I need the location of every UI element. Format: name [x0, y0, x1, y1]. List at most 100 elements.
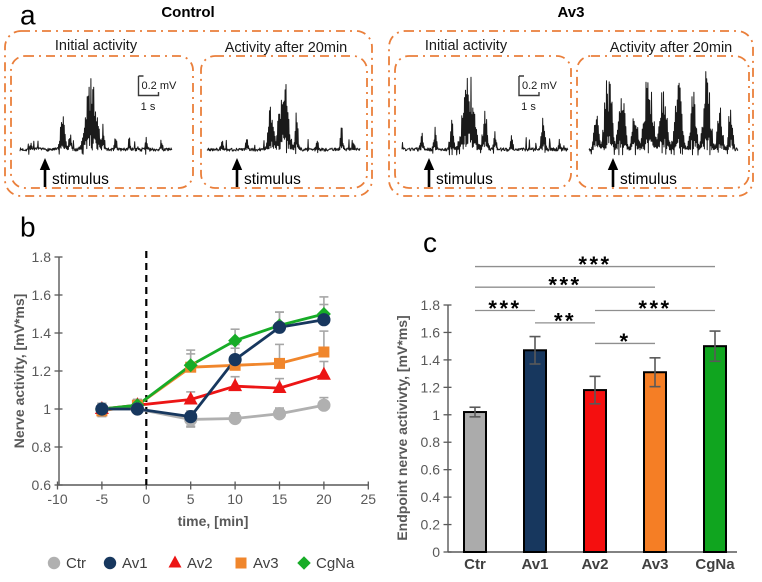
y-tick-label-1.6: 1.6 [32, 287, 52, 303]
group-title-control: Control [161, 4, 214, 21]
x-tick-label-0: 0 [142, 491, 150, 507]
panel-b-line-chart: b -10 -5 0 5 10 15 20 25 0.6 0.8 1 1.2 1.4 1.6 1.8 tim… [11, 212, 376, 573]
nerve-traces [19, 71, 739, 156]
subpanel-label-control-after: Activity after 20min [225, 40, 348, 56]
marker-Av3-20 [318, 346, 330, 358]
scalebar-av3: 0.2 mV 1 s [518, 75, 558, 113]
y-tick-label-1.6: 1.6 [421, 324, 441, 340]
legend-marker-Ctr [47, 556, 61, 570]
bar-Av2 [583, 389, 607, 554]
stimulus-control-after: stimulus [231, 158, 301, 188]
y-tick-label-0.8: 0.8 [421, 434, 441, 450]
x-tick-label-10: 10 [227, 491, 243, 507]
sig-bracket-stars-0: *** [578, 252, 611, 277]
marker-Av1--1 [130, 402, 145, 416]
av3-group-box [388, 30, 754, 197]
scalebar-av3-vlabel: 0.2 mV [522, 80, 558, 92]
marker-Av1-5 [184, 410, 198, 424]
stimulus-control-initial: stimulus [39, 158, 109, 188]
stimulus-label: stimulus [436, 171, 493, 188]
sig-bracket-stars-2: *** [488, 296, 521, 321]
sig-bracket-stars-3: *** [638, 296, 671, 321]
y-tick-label-1: 1 [432, 407, 440, 423]
scalebar-control-hlabel: 1 s [141, 101, 156, 113]
scalebar-av3-lines [518, 75, 540, 97]
panel-c-letter: c [423, 227, 437, 258]
sig-bracket-stars-4: ** [554, 308, 576, 333]
sig-bracket-stars-1: *** [548, 273, 581, 298]
scalebar-control-vlabel: 0.2 mV [142, 80, 178, 92]
x-tick-label-15: 15 [272, 491, 288, 507]
panel-b-plot: -10 -5 0 5 10 15 20 25 0.6 0.8 1 1.2 1.4 1.6 1.8 [32, 249, 377, 507]
y-tick-label-0.6: 0.6 [32, 477, 52, 493]
y-tick-label-1: 1 [43, 401, 51, 417]
panel-b-x-axis-title: time, [min] [178, 513, 249, 529]
marker-Av1--5 [95, 402, 109, 416]
category-label-Av1: Av1 [522, 556, 549, 573]
legend-item-Av1: Av1 [103, 555, 148, 572]
y-tick-label-0: 0 [432, 544, 440, 560]
stimulus-arrow-head [39, 158, 51, 170]
y-tick-label-0.8: 0.8 [32, 439, 52, 455]
x-tick-label-25: 25 [361, 491, 377, 507]
stimulus-arrow-head [423, 158, 435, 170]
marker-Av2-10 [228, 378, 243, 392]
x-tick-label-5: 5 [187, 491, 195, 507]
stimulus-arrow-head [607, 158, 619, 170]
subpanel-label-av3-after: Activity after 20min [610, 40, 733, 56]
y-tick-label-0.6: 0.6 [421, 462, 441, 478]
x-tick-label--5: -5 [96, 491, 109, 507]
panel-b-legend: Ctr Av1 Av2 Av3 CgNa [47, 555, 355, 572]
panel-c-plot: 0 0.2 0.4 0.6 0.8 1 1.2 1.4 1.6 1.8 Ctr Av1 Av2 Av3 Cg… [421, 252, 737, 573]
legend-label-Av1: Av1 [122, 555, 148, 572]
legend-item-CgNa: CgNa [297, 555, 355, 572]
nerve-trace-0 [19, 78, 173, 155]
bar-Av1 [523, 349, 547, 553]
y-tick-label-1.2: 1.2 [421, 379, 441, 395]
panel-c-bar-chart: c 0 0.2 0.4 0.6 0.8 1 1.2 1.4 1.6 1.8 Ctr Av1 Av2 Av3… [394, 227, 737, 573]
group-title-av3: Av3 [558, 4, 585, 21]
marker-Ctr-10 [228, 411, 242, 426]
legend-marker-Av1 [103, 556, 117, 570]
legend-marker-Av3 [235, 557, 247, 569]
nerve-trace-1 [206, 84, 361, 155]
legend-item-Ctr: Ctr [47, 555, 86, 572]
trace-box-control-initial [10, 55, 194, 189]
scalebar-control-lines [137, 75, 160, 97]
trace-box-control-after [200, 55, 368, 189]
bar-Av3 [643, 371, 667, 553]
stimulus-av3-initial: stimulus [423, 158, 493, 188]
y-tick-label-0.2: 0.2 [421, 517, 441, 533]
category-label-Av2: Av2 [582, 556, 609, 573]
legend-label-Av2: Av2 [187, 555, 213, 572]
marker-CgNa-10 [228, 333, 243, 348]
marker-Av3-15 [274, 357, 285, 369]
stimulus-arrow-head [231, 158, 243, 170]
legend-label-CgNa: CgNa [316, 555, 355, 572]
trace-box-av3-after [576, 55, 750, 189]
panel-b-letter: b [20, 212, 36, 243]
sig-bracket-stars-5: * [619, 329, 630, 354]
x-tick-label--10: -10 [47, 491, 67, 507]
legend-item-Av2: Av2 [168, 555, 213, 572]
y-tick-label-1.4: 1.4 [32, 325, 52, 341]
subpanel-label-av3-initial: Initial activity [425, 38, 508, 54]
bar-CgNa [703, 345, 727, 554]
bar-Ctr [463, 411, 487, 554]
stimulus-label: stimulus [52, 171, 109, 188]
marker-Ctr-20 [317, 398, 331, 412]
scalebar-control: 0.2 mV 1 s [137, 75, 178, 113]
legend-label-Av3: Av3 [253, 555, 279, 572]
legend-item-Av3: Av3 [235, 555, 279, 572]
category-label-CgNa: CgNa [695, 556, 735, 573]
marker-Av1-20 [317, 313, 331, 327]
marker-Ctr-15 [272, 407, 287, 421]
panel-c-y-axis-title: Endpoint nerve activivty, [mV*ms] [394, 315, 410, 540]
nerve-trace-3 [588, 71, 739, 156]
y-tick-label-1.8: 1.8 [421, 297, 441, 313]
x-tick-label-20: 20 [316, 491, 332, 507]
marker-Av2-20 [316, 366, 331, 380]
stimulus-label: stimulus [244, 171, 301, 188]
